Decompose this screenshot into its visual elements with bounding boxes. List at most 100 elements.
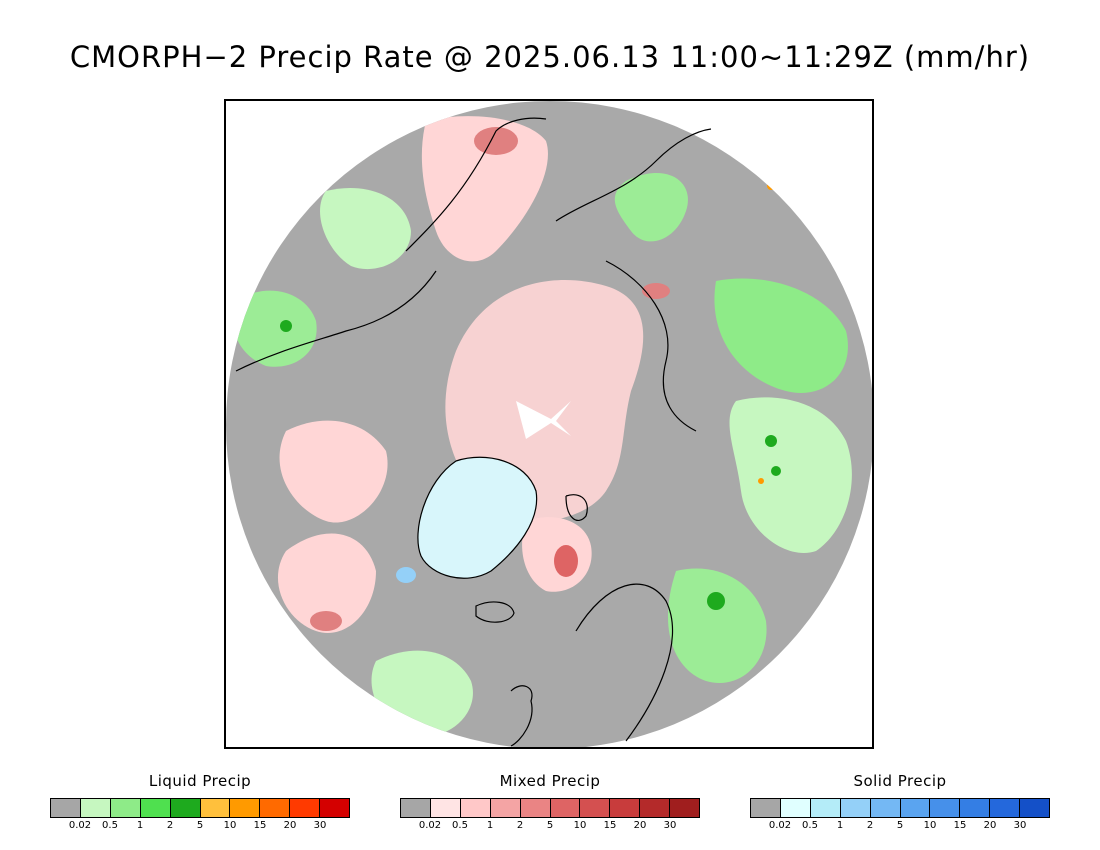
legend-solid: Solid Precip 0.02 0.5 1 2 5 10 15 20 30	[750, 772, 1050, 834]
legend-title: Solid Precip	[853, 772, 947, 790]
coastline-alaska	[405, 117, 547, 252]
legend-swatch	[960, 799, 991, 817]
legend-swatch	[430, 799, 461, 817]
legend-tick-label: 15	[253, 820, 267, 831]
legend-tick-label: 10	[923, 820, 937, 831]
legend-title: Liquid Precip	[148, 772, 252, 790]
liquid-precip-canada-north	[320, 187, 411, 270]
legend-swatch	[930, 799, 961, 817]
legend-swatch	[610, 799, 641, 817]
liquid-core-2	[771, 466, 781, 476]
coastline-svalbard	[565, 494, 588, 521]
legend-tick-label: 20	[983, 820, 997, 831]
legend-swatch	[260, 799, 291, 817]
legend-tick-label: 15	[953, 820, 967, 831]
coastline-british-isles	[510, 685, 533, 747]
mixed-precip-baffin	[279, 420, 388, 523]
legend-swatch	[110, 799, 141, 817]
legend-tick-label: 10	[573, 820, 587, 831]
legend-swatch	[751, 799, 781, 817]
legend-swatch	[490, 799, 521, 817]
legend-swatch	[550, 799, 581, 817]
legend-swatch	[51, 799, 81, 817]
legend-swatch	[140, 799, 171, 817]
legend-swatch	[780, 799, 811, 817]
mixed-core-alaska	[474, 127, 518, 155]
legend-tick-label: 30	[1013, 820, 1027, 831]
legend-swatch	[990, 799, 1021, 817]
legend-title: Mixed Precip	[499, 772, 601, 790]
liquid-core-4	[280, 320, 292, 332]
color-bar	[400, 798, 700, 818]
legend-mixed: Mixed Precip 0.02 0.5 1 2 5 10 15 20 30	[400, 772, 700, 834]
liquid-precip-siberia	[614, 172, 688, 242]
coastline-iceland	[475, 601, 515, 623]
pole-gap	[516, 401, 571, 439]
legend-swatch	[840, 799, 871, 817]
legend-tick-label: 1	[486, 820, 494, 831]
legend-swatch	[520, 799, 551, 817]
legend-tick-label: 2	[866, 820, 874, 831]
coastline-scandinavia	[575, 583, 674, 742]
tick-labels: 0.02 0.5 1 2 5 10 15 20 30	[400, 820, 700, 834]
liquid-precip-russia-west	[667, 568, 767, 683]
liquid-core-5	[767, 182, 775, 190]
legend-tick-label: 30	[663, 820, 677, 831]
legend-tick-label: 1	[836, 820, 844, 831]
solid-core-greenland	[396, 567, 416, 583]
coastline-siberia	[555, 128, 712, 222]
coastline-russia	[605, 260, 697, 432]
legend-swatch	[170, 799, 201, 817]
legend-swatch	[290, 799, 321, 817]
liquid-core-3	[707, 592, 725, 610]
legend-tick-label: 0.5	[102, 820, 118, 831]
legend-liquid: Liquid Precip 0.02 0.5 1 2 5 10 15 20 30	[50, 772, 350, 834]
solid-precip-greenland	[417, 457, 537, 579]
liquid-precip-russia-east	[714, 278, 848, 393]
tick-labels: 0.02 0.5 1 2 5 10 15 20 30	[750, 820, 1050, 834]
legend-tick-label: 2	[166, 820, 174, 831]
color-bar	[750, 798, 1050, 818]
legend-swatch	[810, 799, 841, 817]
legend-swatch	[401, 799, 431, 817]
legend-tick-label: 0.02	[418, 820, 442, 831]
color-bar	[50, 798, 350, 818]
legend-swatch	[870, 799, 901, 817]
legend-tick-label: 20	[633, 820, 647, 831]
legend-tick-label: 5	[546, 820, 554, 831]
legend-tick-label: 0.5	[452, 820, 468, 831]
coastline-canada-arctic	[235, 270, 437, 372]
legend-tick-label: 20	[283, 820, 297, 831]
coastline-greenland	[417, 456, 538, 579]
precip-layer	[232, 116, 852, 737]
liquid-core-1	[765, 435, 777, 447]
legend-tick-label: 15	[603, 820, 617, 831]
legend-swatch	[460, 799, 491, 817]
legend-swatch	[200, 799, 231, 817]
mixed-core-iceland	[310, 611, 342, 631]
liquid-core-6	[758, 478, 764, 484]
legend-swatch	[80, 799, 111, 817]
legend-tick-label: 1	[136, 820, 144, 831]
legend-tick-label: 0.5	[802, 820, 818, 831]
liquid-precip-russia-central	[729, 397, 852, 553]
legend-tick-label: 30	[313, 820, 327, 831]
coastlines	[235, 117, 712, 747]
legend-tick-label: 10	[223, 820, 237, 831]
legend-tick-label: 5	[196, 820, 204, 831]
legend-tick-label: 5	[896, 820, 904, 831]
legend-swatch	[900, 799, 931, 817]
legend-tick-label: 2	[516, 820, 524, 831]
legend-swatch	[670, 799, 700, 817]
legend-swatch	[580, 799, 611, 817]
legend-swatch	[640, 799, 671, 817]
map-canvas	[226, 101, 872, 747]
mixed-precip-greenland-south	[277, 533, 376, 633]
liquid-precip-canada-west	[232, 290, 317, 367]
legend-swatch	[230, 799, 261, 817]
polar-map	[224, 99, 874, 749]
legend-swatch	[320, 799, 350, 817]
mixed-core-norway-sea	[554, 545, 578, 577]
tick-labels: 0.02 0.5 1 2 5 10 15 20 30	[50, 820, 350, 834]
chart-title: CMORPH−2 Precip Rate @ 2025.06.13 11:00~…	[69, 40, 1031, 74]
